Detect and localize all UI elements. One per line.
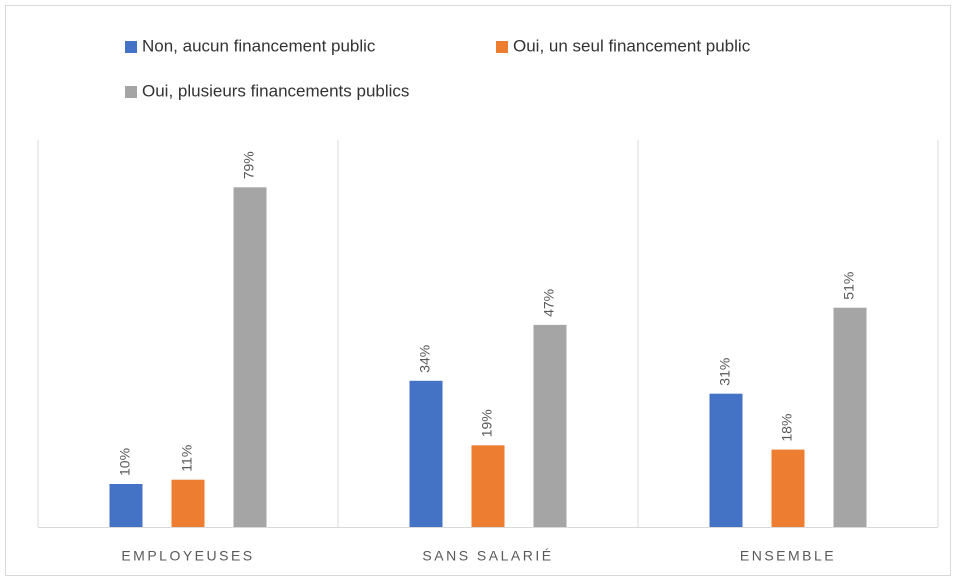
value-label: 18% <box>779 414 795 442</box>
bar <box>709 393 743 527</box>
legend-swatch <box>125 41 137 53</box>
legend-label: Oui, plusieurs financements publics <box>142 81 409 100</box>
value-label: 11% <box>179 445 195 472</box>
x-tick-label: EMPLOYEUSES <box>121 548 254 564</box>
bar <box>171 479 205 527</box>
bar <box>233 187 267 528</box>
legend-label: Oui, un seul financement public <box>513 36 751 55</box>
value-label: 10% <box>117 448 133 476</box>
bar <box>533 324 567 527</box>
value-label: 31% <box>717 358 733 386</box>
legend-swatch <box>496 41 508 53</box>
value-label: 51% <box>841 272 857 300</box>
x-tick-label: ENSEMBLE <box>740 548 836 564</box>
value-label: 34% <box>417 345 433 373</box>
value-label: 47% <box>541 289 557 317</box>
x-tick-label: SANS SALARIÉ <box>422 548 553 564</box>
legend-label: Non, aucun financement public <box>142 36 376 55</box>
value-label: 19% <box>479 409 495 437</box>
bar <box>471 445 505 527</box>
value-label: 79% <box>241 151 257 179</box>
legend-swatch <box>125 86 137 98</box>
bar <box>771 449 805 527</box>
bar <box>833 307 867 527</box>
bar <box>409 380 443 527</box>
bar <box>109 484 143 527</box>
